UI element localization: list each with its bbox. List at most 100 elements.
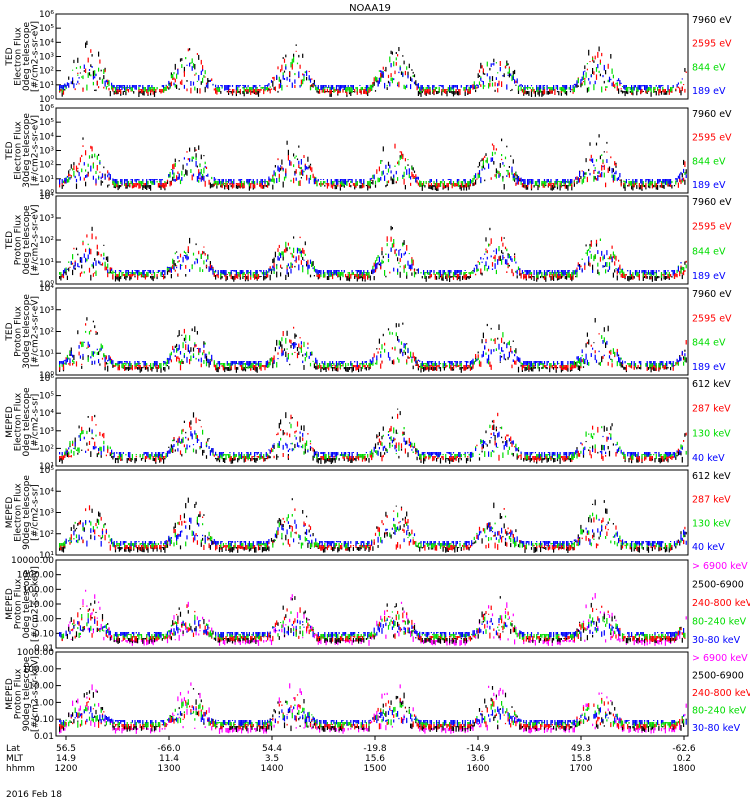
data-point: [395, 62, 397, 66]
data-point: [117, 87, 119, 89]
data-point: [104, 264, 106, 271]
data-point: [634, 85, 637, 88]
data-point: [384, 175, 386, 181]
data-point: [558, 270, 560, 276]
data-point: [168, 269, 170, 273]
data-point: [230, 183, 232, 185]
data-point: [98, 359, 100, 364]
data-point: [476, 84, 478, 87]
data-point: [186, 151, 188, 153]
data-point: [170, 447, 172, 453]
data-point: [343, 85, 345, 90]
data-point: [517, 85, 520, 91]
data-point: [618, 267, 620, 273]
data-point: [203, 246, 205, 248]
data-point: [442, 363, 444, 369]
data-point: [485, 237, 487, 242]
data-point: [595, 243, 598, 247]
data-point: [671, 185, 673, 189]
data-point: [380, 176, 382, 181]
data-point: [655, 185, 657, 190]
data-point: [150, 91, 152, 96]
data-point: [378, 338, 380, 344]
data-point: [278, 441, 280, 446]
data-point: [430, 367, 432, 370]
data-point: [221, 454, 223, 460]
data-point: [320, 85, 322, 91]
data-point: [321, 456, 323, 460]
data-point: [476, 86, 478, 89]
data-point: [611, 82, 613, 87]
data-point: [397, 161, 399, 165]
data-point: [204, 353, 206, 359]
data-point: [157, 183, 159, 188]
data-point: [619, 179, 621, 181]
data-point: [98, 260, 100, 263]
data-point: [178, 436, 180, 440]
data-point: [413, 74, 416, 78]
data-point: [547, 183, 549, 187]
data-point: [143, 185, 145, 188]
data-point: [494, 174, 496, 177]
data-point: [655, 363, 657, 368]
data-point: [118, 272, 120, 277]
data-point: [176, 347, 178, 353]
data-point: [434, 185, 436, 191]
data-point: [229, 89, 231, 91]
data-point: [451, 91, 453, 95]
data-point: [294, 79, 296, 84]
data-point: [620, 273, 622, 278]
data-point: [649, 85, 651, 87]
data-point: [254, 85, 256, 88]
data-point: [330, 183, 332, 188]
data-point: [225, 85, 227, 91]
data-point: [590, 253, 592, 259]
data-point: [536, 270, 538, 275]
data-point: [446, 183, 448, 188]
data-point: [486, 61, 488, 67]
data-point: [632, 179, 634, 184]
data-point: [315, 451, 317, 454]
data-point: [68, 170, 70, 177]
data-point: [439, 363, 442, 365]
data-point: [653, 185, 655, 188]
data-point: [295, 343, 297, 346]
data-point: [671, 270, 673, 272]
data-point: [486, 268, 488, 272]
data-point: [246, 454, 248, 459]
data-point: [636, 367, 638, 370]
data-point: [135, 270, 137, 274]
data-point: [107, 269, 109, 273]
data-point: [91, 154, 93, 157]
data-point: [216, 274, 218, 277]
data-point: [377, 177, 379, 183]
data-point: [360, 276, 362, 279]
data-point: [204, 165, 206, 168]
data-point: [62, 273, 65, 279]
data-point: [329, 270, 331, 273]
data-point: [488, 163, 490, 169]
data-point: [477, 354, 479, 359]
data-point: [92, 351, 94, 356]
data-point: [528, 91, 530, 96]
data-point: [649, 272, 651, 276]
data-point: [378, 256, 380, 263]
data-point: [348, 272, 351, 278]
data-point: [598, 170, 600, 174]
data-point: [480, 160, 482, 162]
data-point: [394, 347, 396, 351]
data-point: [140, 181, 143, 187]
data-point: [269, 269, 271, 271]
data-point: [670, 87, 672, 92]
data-point: [203, 360, 205, 364]
data-point: [265, 458, 267, 460]
data-point: [183, 420, 185, 423]
data-point: [632, 87, 634, 93]
data-point: [195, 449, 197, 454]
data-point: [399, 249, 401, 251]
data-point: [138, 367, 140, 370]
data-point: [317, 365, 319, 369]
data-point: [256, 272, 258, 277]
data-point: [183, 355, 185, 358]
data-point: [671, 87, 673, 91]
